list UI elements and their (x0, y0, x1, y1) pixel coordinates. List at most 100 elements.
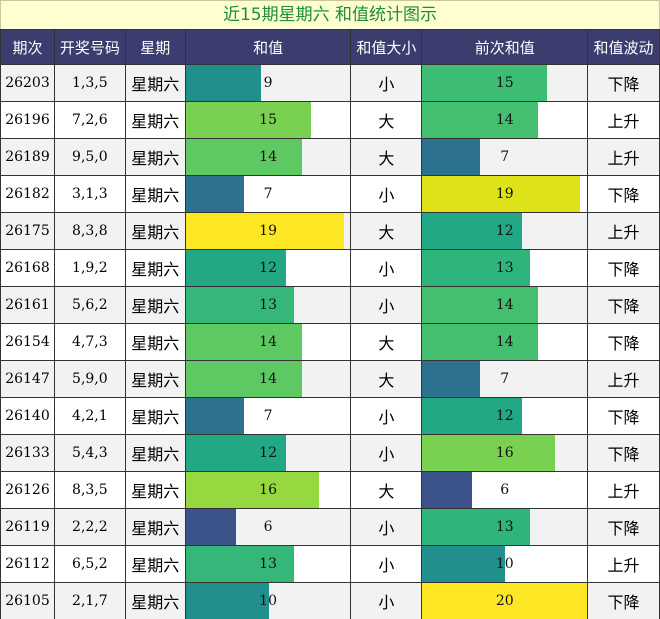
sum-cell-value: 10 (259, 593, 277, 609)
table-row: 26105 2,1,7 星期六 10 小 20 下降 (1, 583, 660, 619)
prev-sum-cell-bar (422, 213, 523, 249)
prev-sum-cell: 13 (422, 509, 589, 546)
trend-cell: 上升 (588, 546, 660, 583)
weekday-cell: 星期六 (125, 65, 186, 102)
sum-cell-value: 15 (259, 112, 277, 128)
issue-cell: 26112 (1, 546, 55, 583)
numbers-cell: 1,3,5 (54, 65, 126, 102)
sum-cell-bar (185, 287, 294, 323)
table-row: 26189 9,5,0 星期六 14 大 7 上升 (1, 139, 660, 176)
sum-cell-bar (185, 213, 344, 249)
sum-cell-value: 7 (263, 408, 273, 424)
prev-sum-cell: 6 (422, 472, 589, 509)
prev-sum-cell: 13 (422, 250, 589, 287)
size-cell: 小 (351, 509, 423, 546)
sum-cell-value: 6 (263, 519, 273, 535)
prev-sum-cell-value: 6 (500, 482, 510, 498)
prev-sum-cell: 14 (422, 324, 589, 361)
issue-cell: 26168 (1, 250, 55, 287)
prev-sum-cell-value: 7 (500, 149, 510, 165)
sum-cell: 13 (185, 287, 352, 324)
header-numbers: 开奖号码 (54, 30, 126, 65)
weekday-cell: 星期六 (125, 472, 186, 509)
trend-cell: 上升 (588, 361, 660, 398)
prev-sum-cell-bar (422, 176, 581, 212)
sum-cell-value: 13 (259, 556, 277, 572)
trend-cell: 下降 (588, 435, 660, 472)
numbers-cell: 4,2,1 (54, 398, 126, 435)
issue-cell: 26161 (1, 287, 55, 324)
numbers-cell: 6,5,2 (54, 546, 126, 583)
prev-sum-cell: 12 (422, 398, 589, 435)
numbers-cell: 3,1,3 (54, 176, 126, 213)
prev-sum-cell: 10 (422, 546, 589, 583)
prev-sum-cell-value: 12 (495, 408, 514, 424)
sum-cell-value: 12 (259, 260, 277, 276)
trend-cell: 下降 (588, 176, 660, 213)
weekday-cell: 星期六 (125, 361, 186, 398)
sum-cell: 7 (185, 176, 352, 213)
sum-cell-value: 13 (259, 297, 277, 313)
numbers-cell: 5,9,0 (54, 361, 126, 398)
trend-cell: 下降 (588, 65, 660, 102)
weekday-cell: 星期六 (125, 583, 186, 619)
sum-cell-bar (185, 176, 244, 212)
issue-cell: 26154 (1, 324, 55, 361)
sum-cell-value: 12 (259, 445, 277, 461)
size-cell: 大 (351, 361, 423, 398)
sum-cell: 16 (185, 472, 352, 509)
sum-cell-value: 19 (259, 223, 277, 239)
prev-sum-cell-value: 10 (495, 556, 514, 572)
weekday-cell: 星期六 (125, 546, 186, 583)
weekday-cell: 星期六 (125, 102, 186, 139)
sum-cell: 19 (185, 213, 352, 250)
issue-cell: 26105 (1, 583, 55, 619)
size-cell: 小 (351, 65, 423, 102)
sum-cell: 9 (185, 65, 352, 102)
sum-cell-value: 14 (259, 334, 277, 350)
prev-sum-cell: 7 (422, 139, 589, 176)
trend-cell: 上升 (588, 472, 660, 509)
prev-sum-cell-value: 16 (495, 445, 514, 461)
numbers-cell: 5,4,3 (54, 435, 126, 472)
sum-cell-bar (185, 250, 286, 286)
prev-sum-cell: 14 (422, 287, 589, 324)
weekday-cell: 星期六 (125, 176, 186, 213)
prev-sum-cell-value: 20 (495, 593, 514, 609)
issue-cell: 26126 (1, 472, 55, 509)
prev-sum-cell-bar (422, 287, 539, 323)
header-size: 和值大小 (351, 30, 423, 65)
table-header-row: 期次 开奖号码 星期 和值 和值大小 前次和值 和值波动 (1, 30, 660, 65)
prev-sum-cell-bar (422, 250, 531, 286)
prev-sum-cell: 19 (422, 176, 589, 213)
weekday-cell: 星期六 (125, 139, 186, 176)
numbers-cell: 2,2,2 (54, 509, 126, 546)
size-cell: 大 (351, 102, 423, 139)
issue-cell: 26196 (1, 102, 55, 139)
sum-cell-bar (185, 472, 319, 508)
table-row: 26175 8,3,8 星期六 19 大 12 上升 (1, 213, 660, 250)
weekday-cell: 星期六 (125, 287, 186, 324)
table-row: 26147 5,9,0 星期六 14 大 7 上升 (1, 361, 660, 398)
sum-cell-bar (185, 546, 294, 582)
numbers-cell: 1,9,2 (54, 250, 126, 287)
sum-cell: 7 (185, 398, 352, 435)
sum-cell-bar (185, 324, 302, 360)
prev-sum-cell: 20 (422, 583, 589, 619)
prev-sum-cell-value: 13 (495, 260, 514, 276)
header-sum: 和值 (185, 30, 352, 65)
size-cell: 小 (351, 176, 423, 213)
size-cell: 大 (351, 139, 423, 176)
trend-cell: 上升 (588, 139, 660, 176)
prev-sum-cell-bar (422, 546, 506, 582)
issue-cell: 26203 (1, 65, 55, 102)
issue-cell: 26189 (1, 139, 55, 176)
prev-sum-cell-bar (422, 361, 481, 397)
trend-cell: 下降 (588, 398, 660, 435)
numbers-cell: 8,3,5 (54, 472, 126, 509)
header-trend: 和值波动 (588, 30, 660, 65)
table-row: 26126 8,3,5 星期六 16 大 6 上升 (1, 472, 660, 509)
sum-cell-bar (185, 398, 244, 434)
weekday-cell: 星期六 (125, 324, 186, 361)
sum-cell-bar (185, 65, 261, 101)
